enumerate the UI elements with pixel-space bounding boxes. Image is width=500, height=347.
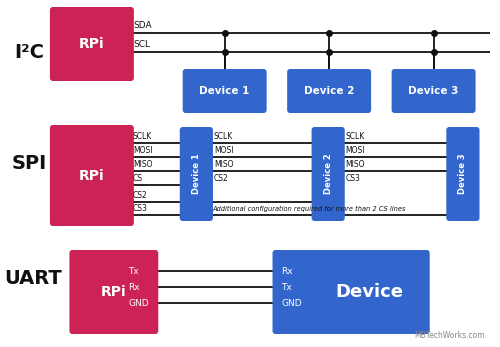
Text: SCLK: SCLK xyxy=(346,132,365,141)
Text: Rx: Rx xyxy=(128,282,140,291)
FancyBboxPatch shape xyxy=(392,69,475,113)
Text: MISO: MISO xyxy=(214,160,234,169)
Text: Device 2: Device 2 xyxy=(324,154,332,194)
Text: SCLK: SCLK xyxy=(214,132,233,141)
FancyBboxPatch shape xyxy=(180,127,213,221)
Text: GND: GND xyxy=(128,298,148,307)
Text: RPi: RPi xyxy=(79,169,104,183)
Text: SCL: SCL xyxy=(134,40,151,49)
Text: CS: CS xyxy=(133,174,143,183)
FancyBboxPatch shape xyxy=(272,250,430,334)
Text: Device 1: Device 1 xyxy=(200,86,250,96)
FancyBboxPatch shape xyxy=(50,125,134,226)
FancyBboxPatch shape xyxy=(446,127,480,221)
Text: RPi: RPi xyxy=(79,37,104,51)
Text: Device: Device xyxy=(336,283,404,301)
Text: MOSI: MOSI xyxy=(346,146,365,155)
Text: MOSI: MOSI xyxy=(214,146,234,155)
Text: Device 2: Device 2 xyxy=(304,86,354,96)
FancyBboxPatch shape xyxy=(287,69,371,113)
Text: Rx: Rx xyxy=(282,266,293,276)
Text: MISO: MISO xyxy=(346,160,365,169)
Text: MOSI: MOSI xyxy=(133,146,152,155)
Text: SCLK: SCLK xyxy=(133,132,152,141)
Text: CS3: CS3 xyxy=(346,174,360,183)
Text: Device 3: Device 3 xyxy=(408,86,459,96)
Text: CS2: CS2 xyxy=(214,174,228,183)
Text: SPI: SPI xyxy=(12,153,47,172)
Text: MBTechWorks.com: MBTechWorks.com xyxy=(414,331,486,340)
Text: RPi: RPi xyxy=(101,285,126,299)
FancyBboxPatch shape xyxy=(182,69,266,113)
FancyBboxPatch shape xyxy=(50,7,134,81)
Text: GND: GND xyxy=(282,298,302,307)
Text: CS3: CS3 xyxy=(133,204,148,213)
Text: Additional configuration required for more than 2 CS lines: Additional configuration required for mo… xyxy=(212,206,406,212)
Text: MISO: MISO xyxy=(133,160,152,169)
FancyBboxPatch shape xyxy=(70,250,158,334)
FancyBboxPatch shape xyxy=(312,127,345,221)
Text: UART: UART xyxy=(4,269,62,288)
Text: Device 3: Device 3 xyxy=(458,154,468,194)
Text: Tx: Tx xyxy=(128,266,139,276)
Text: Tx: Tx xyxy=(282,282,292,291)
Text: SDA: SDA xyxy=(134,21,152,30)
Text: CS2: CS2 xyxy=(133,191,148,200)
Text: I²C: I²C xyxy=(14,42,44,61)
Text: Device 1: Device 1 xyxy=(192,154,201,194)
